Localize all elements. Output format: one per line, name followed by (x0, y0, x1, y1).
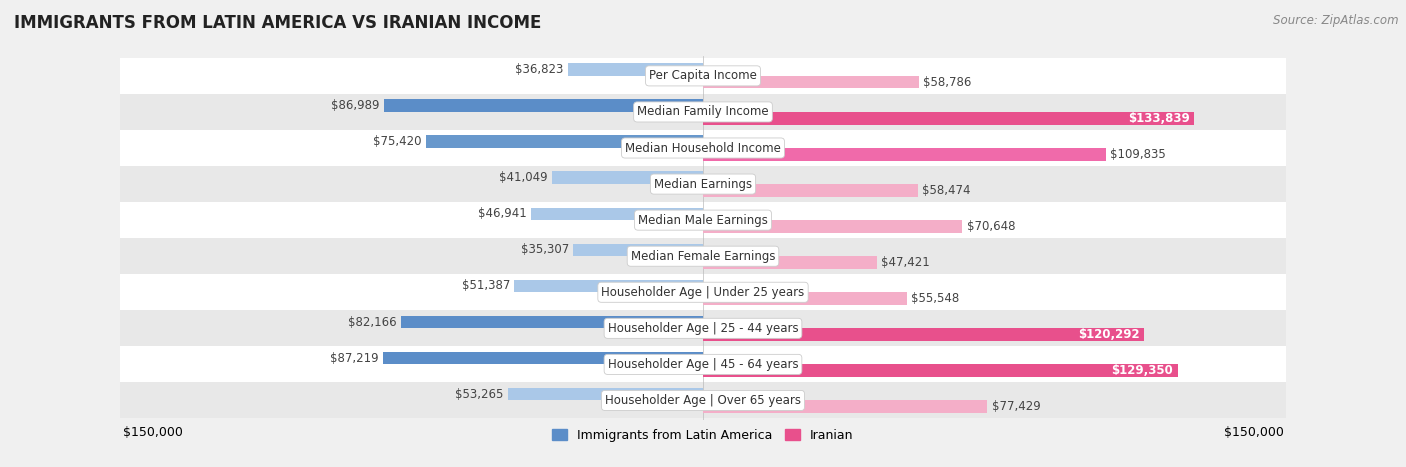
Bar (120, 58, 1286, 94)
Bar (120, 274, 1286, 310)
Text: Per Capita Income: Per Capita Income (650, 70, 756, 82)
Bar (120, 130, 1286, 166)
Text: Median Male Earnings: Median Male Earnings (638, 213, 768, 226)
Bar (508, 388, 703, 401)
Text: $35,307: $35,307 (520, 243, 569, 256)
Legend: Immigrants from Latin America, Iranian: Immigrants from Latin America, Iranian (547, 424, 859, 447)
Bar (703, 328, 1144, 341)
Bar (426, 135, 703, 148)
Text: $70,648: $70,648 (967, 220, 1015, 233)
Text: $51,387: $51,387 (461, 279, 510, 292)
Text: $109,835: $109,835 (1111, 148, 1166, 161)
Bar (703, 76, 918, 89)
Bar (120, 202, 1286, 238)
Text: $41,049: $41,049 (499, 171, 548, 184)
Text: Median Female Earnings: Median Female Earnings (631, 250, 775, 263)
Text: $87,219: $87,219 (330, 352, 378, 365)
Text: $47,421: $47,421 (882, 256, 931, 269)
Text: Median Earnings: Median Earnings (654, 177, 752, 191)
Text: $86,989: $86,989 (330, 99, 380, 112)
Bar (530, 207, 703, 220)
Bar (703, 364, 1178, 377)
Bar (382, 352, 703, 364)
Text: $129,350: $129,350 (1112, 364, 1173, 377)
Bar (703, 292, 907, 305)
Text: $77,429: $77,429 (991, 400, 1040, 413)
Bar (574, 244, 703, 256)
Text: $36,823: $36,823 (515, 63, 564, 76)
Text: $82,166: $82,166 (349, 316, 396, 328)
Bar (568, 63, 703, 76)
Bar (703, 112, 1194, 125)
Bar (402, 316, 703, 328)
Bar (703, 220, 962, 233)
Bar (120, 310, 1286, 347)
Text: $55,548: $55,548 (911, 292, 959, 305)
Text: Median Household Income: Median Household Income (626, 142, 780, 155)
Text: Householder Age | Under 25 years: Householder Age | Under 25 years (602, 286, 804, 299)
Text: $120,292: $120,292 (1078, 328, 1140, 341)
Bar (120, 94, 1286, 130)
Bar (703, 256, 877, 269)
Bar (120, 382, 1286, 418)
Text: $133,839: $133,839 (1128, 112, 1189, 125)
Text: $46,941: $46,941 (478, 207, 526, 220)
Text: IMMIGRANTS FROM LATIN AMERICA VS IRANIAN INCOME: IMMIGRANTS FROM LATIN AMERICA VS IRANIAN… (14, 14, 541, 32)
Bar (703, 148, 1107, 161)
Text: $58,474: $58,474 (922, 184, 970, 197)
Bar (120, 238, 1286, 274)
Bar (120, 166, 1286, 202)
Text: Householder Age | Over 65 years: Householder Age | Over 65 years (605, 394, 801, 407)
Bar (703, 184, 918, 197)
Bar (120, 347, 1286, 382)
Text: Median Family Income: Median Family Income (637, 106, 769, 119)
Text: $75,420: $75,420 (374, 135, 422, 148)
Text: $58,786: $58,786 (924, 76, 972, 89)
Bar (384, 99, 703, 112)
Text: Householder Age | 45 - 64 years: Householder Age | 45 - 64 years (607, 358, 799, 371)
Bar (553, 171, 703, 184)
Text: $53,265: $53,265 (454, 388, 503, 401)
Bar (515, 280, 703, 292)
Text: Source: ZipAtlas.com: Source: ZipAtlas.com (1274, 14, 1399, 27)
Bar (703, 401, 987, 413)
Text: Householder Age | 25 - 44 years: Householder Age | 25 - 44 years (607, 322, 799, 335)
